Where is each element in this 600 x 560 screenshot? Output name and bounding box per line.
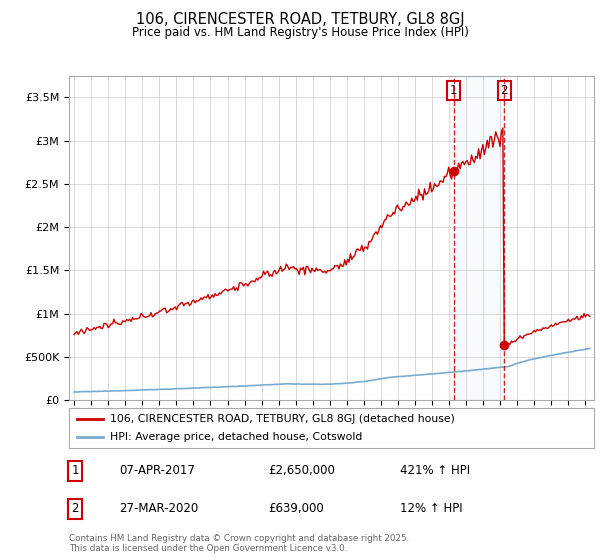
Text: Contains HM Land Registry data © Crown copyright and database right 2025.
This d: Contains HM Land Registry data © Crown c…: [69, 534, 409, 553]
Text: 27-MAR-2020: 27-MAR-2020: [119, 502, 198, 515]
Text: 106, CIRENCESTER ROAD, TETBURY, GL8 8GJ: 106, CIRENCESTER ROAD, TETBURY, GL8 8GJ: [136, 12, 464, 27]
Text: £639,000: £639,000: [269, 502, 324, 515]
Text: 1: 1: [71, 464, 79, 478]
Bar: [454, 76, 505, 400]
Text: 106, CIRENCESTER ROAD, TETBURY, GL8 8GJ (detached house): 106, CIRENCESTER ROAD, TETBURY, GL8 8GJ …: [110, 414, 455, 423]
Text: 2: 2: [71, 502, 79, 515]
Text: 12% ↑ HPI: 12% ↑ HPI: [400, 502, 463, 515]
Text: 1: 1: [450, 83, 457, 97]
Text: £2,650,000: £2,650,000: [269, 464, 335, 478]
Text: 2: 2: [500, 83, 508, 97]
Text: 07-APR-2017: 07-APR-2017: [119, 464, 195, 478]
Text: HPI: Average price, detached house, Cotswold: HPI: Average price, detached house, Cots…: [110, 432, 362, 442]
Text: Price paid vs. HM Land Registry's House Price Index (HPI): Price paid vs. HM Land Registry's House …: [131, 26, 469, 39]
Text: 421% ↑ HPI: 421% ↑ HPI: [400, 464, 470, 478]
